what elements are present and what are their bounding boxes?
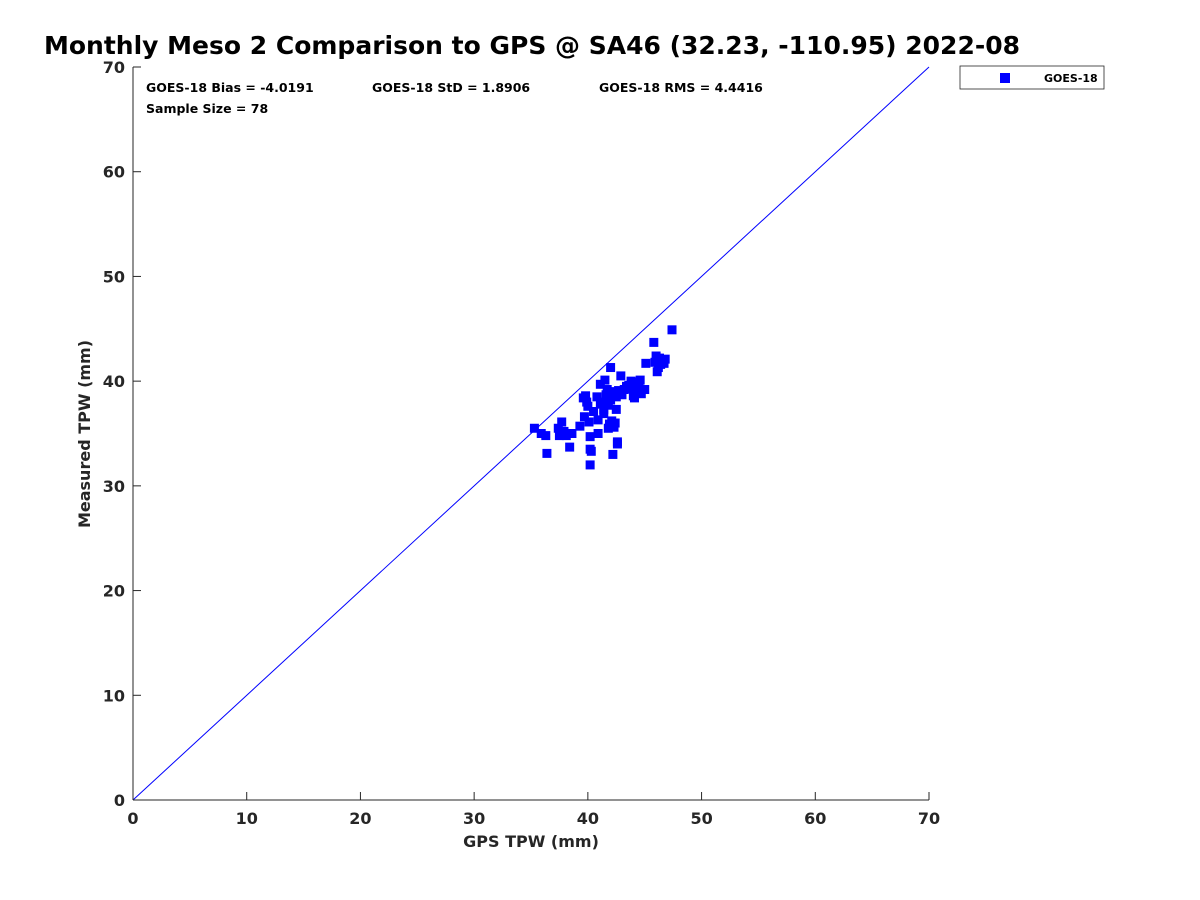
- data-point: [627, 383, 637, 393]
- data-point: [667, 325, 677, 335]
- data-point: [554, 431, 564, 441]
- data-points: [529, 325, 677, 470]
- data-point: [612, 437, 622, 447]
- rms-stat: GOES-18 RMS = 4.4416: [599, 80, 763, 95]
- data-point: [536, 429, 546, 438]
- y-axis-label: Measured TPW (mm): [75, 340, 94, 528]
- bias-stat: GOES-18 Bias = -4.0191: [146, 80, 314, 95]
- legend-box: [959, 65, 1105, 90]
- x-tick-label: 40: [577, 809, 599, 828]
- axes: [132, 67, 929, 801]
- data-point: [585, 460, 595, 470]
- data-point: [553, 423, 563, 433]
- data-point: [584, 417, 594, 427]
- data-point: [579, 412, 589, 422]
- reference-line: [132, 66, 930, 801]
- data-point: [608, 387, 618, 397]
- x-tick-label: 70: [918, 809, 940, 828]
- y-tick-label: 70: [103, 58, 125, 77]
- x-tick-label: 30: [463, 809, 485, 828]
- data-point: [583, 401, 593, 411]
- data-point: [593, 415, 603, 425]
- data-point: [635, 375, 645, 385]
- data-point: [541, 431, 551, 441]
- data-point: [586, 446, 596, 456]
- x-tick-label: 0: [127, 809, 138, 828]
- data-point: [608, 449, 618, 459]
- x-tick-label: 50: [690, 809, 712, 828]
- data-point: [611, 404, 621, 414]
- y-tick-label: 30: [103, 477, 125, 496]
- legend-label-goes-18: GOES-18: [1044, 72, 1098, 85]
- data-point: [617, 390, 627, 400]
- y-tick-label: 50: [103, 267, 125, 286]
- data-point: [581, 391, 591, 401]
- y-tick-label: 20: [103, 582, 125, 601]
- data-point: [598, 397, 608, 407]
- data-point: [589, 407, 599, 417]
- chart-title: Monthly Meso 2 Comparison to GPS @ SA46 …: [44, 31, 1020, 60]
- data-point: [616, 371, 626, 381]
- data-point: [595, 379, 605, 389]
- data-point: [660, 354, 670, 364]
- data-point: [585, 432, 595, 442]
- legend-marker: [1000, 73, 1010, 83]
- y-tick-label: 60: [103, 163, 125, 182]
- data-point: [606, 363, 616, 373]
- data-point: [592, 392, 602, 402]
- sample-size-stat: Sample Size = 78: [146, 101, 268, 116]
- data-point: [593, 429, 603, 438]
- x-tick-label: 60: [804, 809, 826, 828]
- x-axis-ticks: 0 10 20 30 40 50 60 70: [127, 792, 940, 828]
- data-point: [602, 385, 612, 395]
- data-point: [629, 393, 639, 403]
- data-point: [650, 357, 660, 367]
- std-stat: GOES-18 StD = 1.8906: [372, 80, 530, 95]
- data-point: [600, 375, 610, 385]
- x-axis-label: GPS TPW (mm): [463, 832, 599, 851]
- data-point: [557, 417, 567, 427]
- y-tick-label: 0: [114, 791, 125, 810]
- x-tick-label: 10: [236, 809, 258, 828]
- y-axis-ticks: 0 10 20 30 40 50 60 70: [103, 58, 141, 810]
- x-tick-label: 20: [349, 809, 371, 828]
- y-tick-label: 10: [103, 686, 125, 705]
- legend: GOES-18: [959, 65, 1105, 90]
- data-point: [567, 429, 577, 438]
- data-point: [640, 385, 650, 395]
- data-point: [599, 404, 609, 414]
- data-point: [601, 390, 611, 400]
- data-point: [575, 421, 585, 431]
- one-to-one-line: [132, 66, 930, 801]
- data-point: [606, 395, 616, 405]
- data-point: [626, 376, 636, 386]
- data-point: [542, 448, 552, 458]
- data-point: [561, 431, 571, 441]
- data-point: [529, 423, 539, 433]
- data-point: [641, 358, 651, 368]
- y-tick-label: 40: [103, 372, 125, 391]
- data-point: [632, 387, 642, 397]
- data-point: [611, 392, 621, 402]
- data-point: [565, 442, 575, 452]
- data-point: [610, 418, 620, 428]
- data-point: [649, 337, 659, 347]
- data-point: [603, 400, 613, 410]
